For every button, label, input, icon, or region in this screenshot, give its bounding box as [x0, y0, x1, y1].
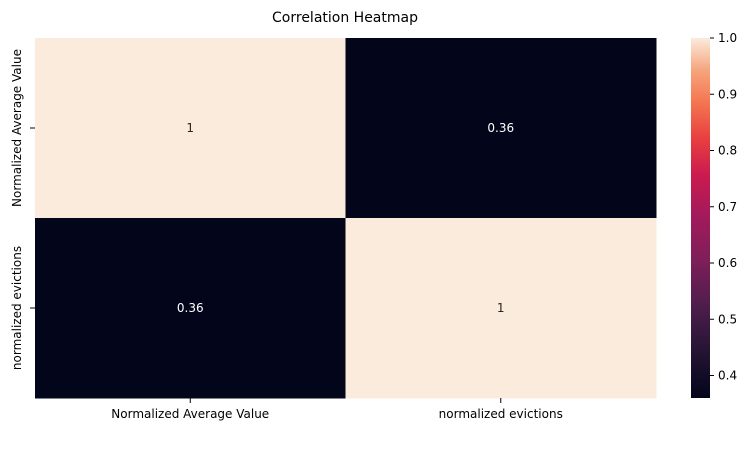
- colorbar-tick-label-2: 0.6: [718, 256, 737, 270]
- colorbar-axis: 0.4 0.5 0.6 0.7 0.8 0.9 1.0: [710, 31, 737, 383]
- heatmap-cell-label-r0-c0: 1: [186, 121, 194, 135]
- x-tick-label-0: Normalized Average Value: [111, 407, 269, 421]
- x-tick-label-1: normalized evictions: [439, 407, 563, 421]
- y-axis: Normalized Average Value normalized evict…: [10, 49, 35, 370]
- y-tick-label-0: Normalized Average Value: [10, 49, 24, 207]
- colorbar: [691, 38, 710, 398]
- y-tick-label-1: normalized evictions: [10, 246, 24, 370]
- chart-title: Correlation Heatmap: [272, 10, 418, 26]
- colorbar-tick-label-0: 0.4: [718, 369, 737, 383]
- colorbar-tick-label-4: 0.8: [718, 144, 737, 158]
- heatmap-cell-label-r1-c1: 1: [497, 301, 505, 315]
- x-axis: Normalized Average Value normalized evict…: [111, 398, 563, 421]
- heatmap-cell-r0-c1: [345, 38, 657, 219]
- colorbar-tick-label-6: 1.0: [718, 31, 737, 45]
- colorbar-tick-label-3: 0.7: [718, 200, 737, 214]
- heatmap-cell-r1-c0: [35, 218, 346, 399]
- heatmap-cell-r1-c1: [345, 218, 657, 399]
- colorbar-tick-label-1: 0.5: [718, 312, 737, 326]
- heatmap-cell-label-r1-c0: 0.36: [177, 301, 204, 315]
- heatmap-cell-label-r0-c1: 0.36: [487, 121, 514, 135]
- heatmap-cells: [35, 38, 657, 399]
- heatmap-cell-r0-c0: [35, 38, 346, 219]
- heatmap-cell-annotations: 1 0.36 0.36 1: [177, 121, 514, 315]
- colorbar-tick-label-5: 0.9: [718, 87, 737, 101]
